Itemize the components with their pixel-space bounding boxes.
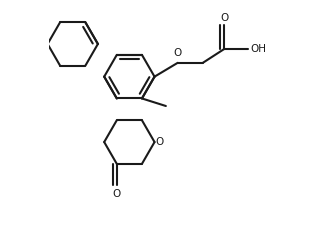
Text: OH: OH	[250, 44, 266, 54]
Text: O: O	[156, 137, 164, 147]
Text: O: O	[174, 48, 182, 58]
Text: O: O	[113, 189, 121, 199]
Text: O: O	[220, 13, 228, 23]
